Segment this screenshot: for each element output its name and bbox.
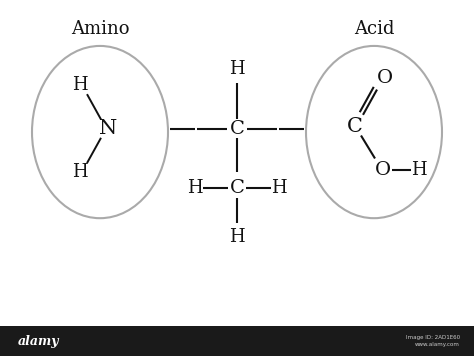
Text: H: H bbox=[229, 60, 245, 78]
Text: Amino: Amino bbox=[71, 20, 129, 38]
Text: N: N bbox=[99, 119, 117, 138]
Text: H: H bbox=[229, 227, 245, 246]
Text: alamy: alamy bbox=[18, 335, 60, 347]
Text: Acid: Acid bbox=[354, 20, 394, 38]
Text: H: H bbox=[187, 179, 203, 197]
Text: C: C bbox=[229, 120, 245, 138]
Text: C: C bbox=[229, 179, 245, 197]
Text: H: H bbox=[271, 179, 287, 197]
Text: H: H bbox=[411, 161, 427, 179]
Text: O: O bbox=[377, 69, 393, 87]
Text: C: C bbox=[347, 117, 363, 136]
Text: H: H bbox=[72, 163, 88, 181]
Text: H: H bbox=[72, 76, 88, 94]
Bar bbox=[0, 326, 474, 356]
Text: Image ID: 2AD1E60
www.alamy.com: Image ID: 2AD1E60 www.alamy.com bbox=[406, 335, 460, 347]
Text: O: O bbox=[375, 161, 391, 179]
